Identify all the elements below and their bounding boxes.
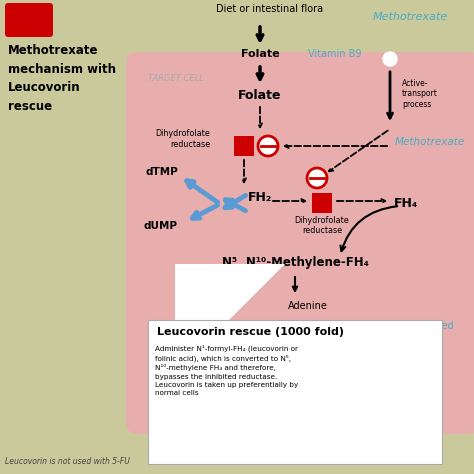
Text: Dihydrofolate
reductase: Dihydrofolate reductase: [295, 216, 349, 236]
Text: Methotrexate: Methotrexate: [373, 12, 447, 22]
Polygon shape: [175, 264, 285, 374]
Text: Methotrexate
mechanism with
Leucovorin
rescue: Methotrexate mechanism with Leucovorin r…: [8, 44, 116, 112]
Text: Vitamin B9: Vitamin B9: [308, 49, 362, 59]
Text: Serine: Serine: [288, 381, 319, 391]
Text: Leucovorin rescue (1000 fold): Leucovorin rescue (1000 fold): [157, 327, 344, 337]
Text: Methotrexate: Methotrexate: [395, 137, 465, 147]
Text: dUMP: dUMP: [144, 221, 178, 231]
Text: Diet or intestinal flora: Diet or intestinal flora: [217, 4, 324, 14]
Text: N⁵, N¹⁰-Methylene-FH₄: N⁵, N¹⁰-Methylene-FH₄: [221, 256, 368, 269]
Text: Most affected: Most affected: [387, 321, 453, 331]
Text: Administer N¹-formyl-FH₄ (leucovorin or
folinic acid), which is converted to N⁵,: Administer N¹-formyl-FH₄ (leucovorin or …: [155, 344, 298, 396]
Text: Leucovorin is not used with 5-FU: Leucovorin is not used with 5-FU: [5, 457, 130, 466]
Text: Thymidine: Thymidine: [288, 341, 339, 351]
Text: Dihydrofolate
reductase: Dihydrofolate reductase: [155, 129, 210, 149]
Text: Folate: Folate: [238, 89, 282, 102]
Bar: [234, 136, 254, 156]
Text: Methionine: Methionine: [288, 361, 343, 371]
Text: Folate: Folate: [241, 49, 279, 59]
Text: FH₂: FH₂: [248, 191, 272, 204]
FancyBboxPatch shape: [5, 3, 53, 37]
Text: TARGET CELL: TARGET CELL: [148, 74, 204, 83]
Circle shape: [383, 52, 397, 66]
Text: dTMP: dTMP: [145, 167, 178, 177]
Text: Guanine: Guanine: [288, 321, 329, 331]
Text: FH₄: FH₄: [394, 197, 419, 210]
Text: Active-
transport
process: Active- transport process: [402, 79, 438, 109]
Circle shape: [258, 136, 278, 156]
Circle shape: [307, 168, 327, 188]
FancyBboxPatch shape: [126, 52, 474, 434]
Text: Adenine: Adenine: [288, 301, 328, 311]
FancyBboxPatch shape: [148, 320, 442, 464]
Bar: [312, 193, 332, 213]
